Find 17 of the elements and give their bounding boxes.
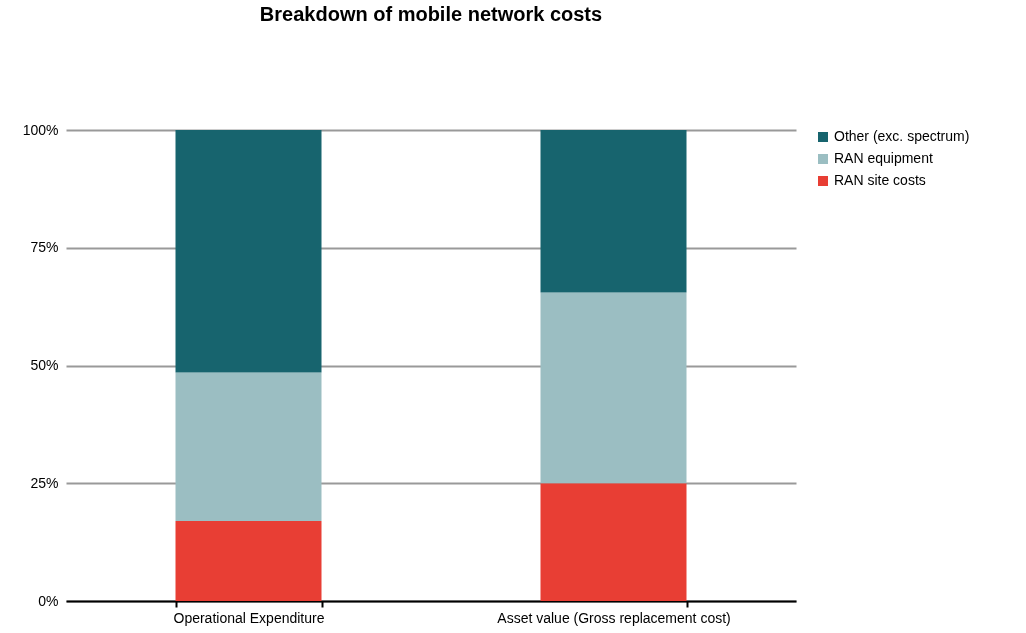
bar: [175, 372, 322, 521]
x-tick-label: Asset value (Gross replacement cost): [497, 609, 731, 626]
bar: [175, 130, 322, 373]
legend-label: RAN site costs: [834, 172, 926, 188]
bar: [175, 520, 322, 601]
y-tick-label: 0%: [38, 592, 59, 609]
y-tick-label: 100%: [22, 121, 59, 138]
bar: [540, 130, 687, 293]
bar: [540, 483, 687, 601]
y-tick-label: 75%: [30, 239, 59, 256]
chart-title: Breakdown of mobile network costs: [259, 3, 603, 25]
bar: [540, 292, 687, 484]
x-tick-label: Operational Expenditure: [173, 609, 325, 626]
legend-label: RAN equipment: [834, 150, 933, 166]
y-tick-label: 50%: [30, 357, 59, 373]
legend-label: Other (exc. spectrum): [834, 128, 970, 144]
y-tick-label: 25%: [30, 474, 59, 491]
